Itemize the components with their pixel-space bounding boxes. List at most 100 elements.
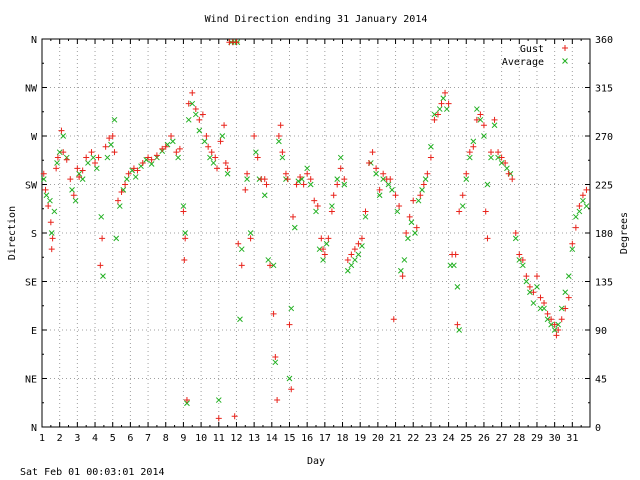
average-point (440, 95, 447, 102)
average-point (474, 106, 480, 112)
x-tick-label: 30 (549, 433, 561, 444)
timestamp-footer: Sat Feb 01 00:03:01 2014 (20, 467, 165, 478)
average-point (341, 181, 348, 188)
gust-point (427, 154, 434, 161)
gust-point (293, 181, 300, 188)
gust-point (222, 159, 229, 166)
gust-point (97, 262, 104, 269)
gust-point (42, 186, 49, 193)
gust-point (221, 122, 228, 129)
gust-point (176, 145, 183, 152)
gust-point (442, 89, 449, 96)
gust-point (562, 305, 569, 312)
gust-point (413, 224, 420, 231)
gust-point (130, 165, 137, 172)
gust-point (373, 165, 380, 172)
average-point (431, 111, 438, 118)
average-point (443, 106, 450, 112)
gust-point (387, 176, 394, 183)
gust-point (76, 173, 83, 180)
gust-point (145, 154, 152, 161)
average-point (504, 165, 510, 172)
gust-point (380, 170, 387, 177)
average-point (451, 262, 457, 269)
gust-point (235, 240, 242, 247)
legend-marker-gust (562, 45, 568, 51)
average-point (516, 257, 523, 263)
x-tick-label: 14 (266, 433, 278, 444)
x-tick-label: 28 (513, 433, 525, 444)
average-point (459, 203, 466, 209)
y-tick-label-left: NE (25, 375, 37, 386)
average-point (320, 257, 326, 263)
gust-point (438, 100, 445, 107)
gust-point (551, 321, 558, 328)
average-point (401, 257, 408, 263)
average-point (352, 257, 358, 263)
legend-label-gust: Gust (520, 44, 544, 55)
gust-point (505, 170, 512, 177)
gust-point (320, 246, 327, 253)
gust-point (63, 156, 70, 163)
average-point (48, 230, 55, 236)
gust-point (134, 167, 141, 174)
gust-point (572, 224, 579, 231)
x-tick-label: 3 (74, 433, 80, 444)
legend-label-average: Average (502, 57, 544, 68)
gust-point (53, 165, 60, 172)
gust-point (463, 170, 470, 177)
gust-point (334, 181, 341, 188)
x-tick-label: 9 (180, 433, 186, 444)
gust-point (555, 327, 562, 333)
x-tick-label: 16 (301, 433, 313, 444)
gust-point (311, 197, 318, 204)
gust-point (185, 100, 192, 107)
gust-point (583, 186, 590, 193)
average-point (72, 197, 79, 204)
gust-point (328, 208, 335, 215)
gust-point (182, 235, 189, 242)
x-tick-label: 23 (425, 433, 437, 444)
gust-point (366, 159, 373, 166)
x-tick-label: 7 (145, 433, 151, 444)
gust-point (254, 154, 261, 161)
gust-point (118, 189, 125, 196)
average-point (90, 154, 97, 161)
x-tick-label: 31 (566, 433, 578, 444)
gust-point (251, 133, 258, 139)
average-point (286, 375, 293, 382)
average-point (123, 176, 130, 182)
average-point (534, 284, 540, 290)
gust-point (279, 149, 286, 156)
average-point (47, 197, 53, 204)
gust-point (125, 170, 132, 177)
average-point (307, 181, 314, 188)
gust-point (569, 240, 576, 247)
average-point (192, 111, 199, 118)
average-point (576, 208, 583, 215)
average-point (247, 230, 254, 236)
average-point (362, 213, 369, 220)
gust-point (214, 165, 221, 172)
gust-point (180, 208, 187, 215)
average-point (454, 284, 461, 290)
x-axis-label: Day (307, 456, 325, 467)
gust-point (509, 176, 516, 183)
average-point (562, 289, 569, 296)
gust-point (159, 145, 166, 152)
gust-point (267, 262, 274, 269)
gust-point (344, 256, 351, 263)
gust-point (341, 176, 348, 183)
gust-point (390, 316, 397, 323)
y-tick-label-right: 225 (595, 181, 613, 192)
average-point (436, 106, 443, 112)
y-tick-label-right: 0 (595, 423, 601, 434)
gust-point (369, 149, 376, 156)
gust-point (420, 181, 427, 188)
gust-point (162, 143, 169, 150)
average-point (196, 127, 203, 134)
gust-point (67, 176, 74, 183)
average-point (261, 192, 268, 199)
average-point (573, 213, 579, 220)
